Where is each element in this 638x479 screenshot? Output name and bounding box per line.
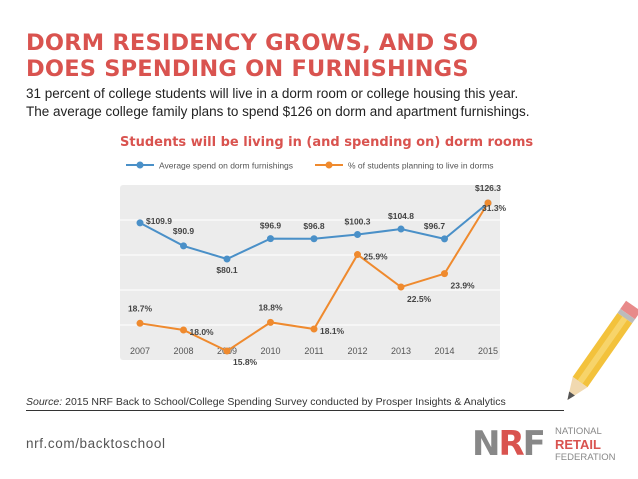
x-tick-label: 2014 xyxy=(434,346,454,356)
chart-title: Students will be living in (and spending… xyxy=(120,135,534,150)
point-avg-spend xyxy=(223,255,231,263)
title-line-2: DOES SPENDING ON FURNISHINGS xyxy=(26,56,469,82)
x-tick-label: 2012 xyxy=(347,346,367,356)
data-label-dorm-pct: 15.8% xyxy=(233,357,258,367)
data-label-avg-spend: $96.9 xyxy=(260,221,282,231)
point-avg-spend xyxy=(310,235,318,243)
data-label-dorm-pct: 18.1% xyxy=(320,326,345,336)
data-label-avg-spend: $90.9 xyxy=(173,226,195,236)
data-label-avg-spend: $80.1 xyxy=(216,265,238,275)
point-avg-spend xyxy=(267,235,274,243)
point-dorm-pct xyxy=(180,326,187,334)
point-dorm-pct xyxy=(267,318,274,326)
legend-marker-2 xyxy=(325,161,333,169)
nrf-logo-mark: NRF xyxy=(472,424,546,464)
dorm-chart: Average spend on dorm furnishings % of st… xyxy=(120,161,507,367)
logo-letter-n: N xyxy=(472,424,501,464)
data-label-avg-spend: $104.8 xyxy=(388,211,414,221)
nrf-logo: NRF NATIONAL RETAIL FEDERATION xyxy=(472,424,622,464)
page-subtitle: 31 percent of college students will live… xyxy=(26,85,530,121)
data-label-dorm-pct: 18.8% xyxy=(258,302,283,312)
subtitle-line-1: 31 percent of college students will live… xyxy=(26,86,519,101)
source-note: Source: 2015 NRF Back to School/College … xyxy=(26,396,506,408)
legend-label-1: Average spend on dorm furnishings xyxy=(159,161,293,171)
data-label-avg-spend: $109.9 xyxy=(146,216,172,226)
point-dorm-pct xyxy=(484,199,492,207)
logo-line-2: RETAIL xyxy=(555,437,601,452)
data-label-dorm-pct: 23.9% xyxy=(451,281,476,291)
data-label-dorm-pct: 31.3% xyxy=(482,203,507,213)
data-label-avg-spend: $96.8 xyxy=(303,221,325,231)
pencil-icon xyxy=(567,300,638,401)
logo-letter-r: R xyxy=(498,424,524,464)
data-label-dorm-pct: 25.9% xyxy=(364,252,389,262)
page-title: DORM RESIDENCY GROWS, AND SO DOES SPENDI… xyxy=(26,30,478,82)
plot-area xyxy=(120,185,500,360)
x-tick-label: 2010 xyxy=(260,346,280,356)
point-dorm-pct xyxy=(354,251,361,259)
logo-line-3: FEDERATION xyxy=(555,452,616,463)
point-dorm-pct xyxy=(223,347,231,355)
point-avg-spend xyxy=(136,219,144,227)
legend-label-2: % of students planning to live in dorms xyxy=(348,161,494,171)
data-label-avg-spend: $126.3 xyxy=(475,183,501,193)
point-avg-spend xyxy=(354,231,361,239)
point-dorm-pct xyxy=(136,319,144,327)
point-dorm-pct xyxy=(397,283,405,291)
data-label-avg-spend: $100.3 xyxy=(345,217,371,227)
x-tick-label: 2007 xyxy=(130,346,150,356)
point-dorm-pct xyxy=(441,270,448,278)
logo-letter-f: F xyxy=(522,424,546,464)
title-line-1: DORM RESIDENCY GROWS, AND SO xyxy=(26,30,479,56)
logo-line-1: NATIONAL xyxy=(555,426,602,437)
nrf-logo-words: NATIONAL RETAIL FEDERATION xyxy=(555,426,616,464)
point-avg-spend xyxy=(397,225,405,233)
x-tick-label: 2015 xyxy=(478,346,498,356)
x-tick-label: 2011 xyxy=(304,346,323,356)
x-tick-label: 2008 xyxy=(173,346,193,356)
point-dorm-pct xyxy=(310,325,318,333)
data-label-avg-spend: $96.7 xyxy=(424,221,446,231)
data-label-dorm-pct: 18.0% xyxy=(190,327,215,337)
footer-url[interactable]: nrf.com/backtoschool xyxy=(26,436,166,451)
point-avg-spend xyxy=(180,242,187,250)
point-avg-spend xyxy=(441,235,448,243)
source-label: Source: xyxy=(26,396,63,408)
footer-divider xyxy=(26,410,564,411)
data-label-dorm-pct: 22.5% xyxy=(407,294,432,304)
data-label-dorm-pct: 18.7% xyxy=(128,303,153,313)
legend-marker-1 xyxy=(136,161,144,169)
subtitle-line-2: The average college family plans to spen… xyxy=(26,104,530,119)
source-text: 2015 NRF Back to School/College Spending… xyxy=(62,396,506,408)
x-tick-label: 2013 xyxy=(391,346,411,356)
